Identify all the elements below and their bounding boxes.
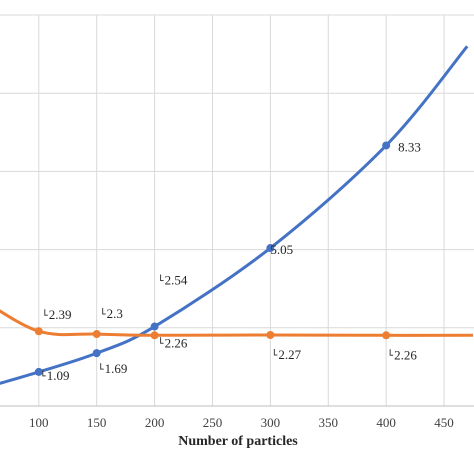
label-leader-line	[273, 348, 278, 356]
axis-layer: 100 150 200 250 300 350 400 450	[0, 405, 474, 430]
series-1-data-label: 1.09	[47, 368, 70, 383]
series-1-data-label: 2.54	[165, 273, 188, 288]
series-2-data-label: 2.39	[49, 307, 72, 322]
series-1-marker	[266, 244, 275, 253]
label-leader-line	[389, 349, 394, 356]
grid-layer	[0, 14, 474, 406]
series-2-marker	[34, 327, 43, 336]
label-layer: .551.091.692.545.058.33.422.392.32.262.2…	[42, 139, 421, 383]
series-1-data-label: 8.33	[398, 139, 421, 154]
series-2-marker	[382, 331, 391, 340]
label-leader-line	[44, 309, 48, 316]
x-axis-title: Number of particles	[178, 434, 298, 449]
x-tick-label: 250	[203, 415, 223, 430]
series-2-marker	[266, 330, 275, 339]
series-1-marker	[382, 141, 391, 150]
series-2-data-label: 2.26	[394, 347, 417, 362]
series-2-data-label: 2.26	[165, 335, 188, 350]
series-1-data-label: 1.69	[105, 361, 128, 376]
series-layer	[0, 45, 474, 385]
label-leader-line	[160, 337, 164, 344]
x-tick-label: 300	[261, 415, 281, 430]
x-tick-label: 400	[376, 415, 396, 430]
series-2-marker	[92, 330, 101, 339]
series-1-line	[0, 45, 469, 385]
series-2-data-label: 2.3	[107, 306, 123, 321]
series-1-marker	[150, 322, 159, 331]
series-2-data-label: 2.27	[278, 347, 301, 362]
series-1-data-label: 5.05	[270, 242, 293, 257]
x-tick-label: 150	[87, 415, 107, 430]
series-2-marker	[150, 331, 159, 340]
label-leader-line	[42, 369, 46, 377]
series-1-marker	[34, 367, 43, 376]
label-leader-line	[102, 308, 106, 315]
label-leader-line	[100, 363, 104, 370]
label-leader-line	[160, 274, 164, 282]
x-tick-label: 100	[29, 415, 49, 430]
x-tick-label: 350	[319, 415, 339, 430]
x-tick-label: 200	[145, 415, 165, 430]
series-1-marker	[92, 349, 101, 358]
x-tick-label: 450	[434, 415, 454, 430]
